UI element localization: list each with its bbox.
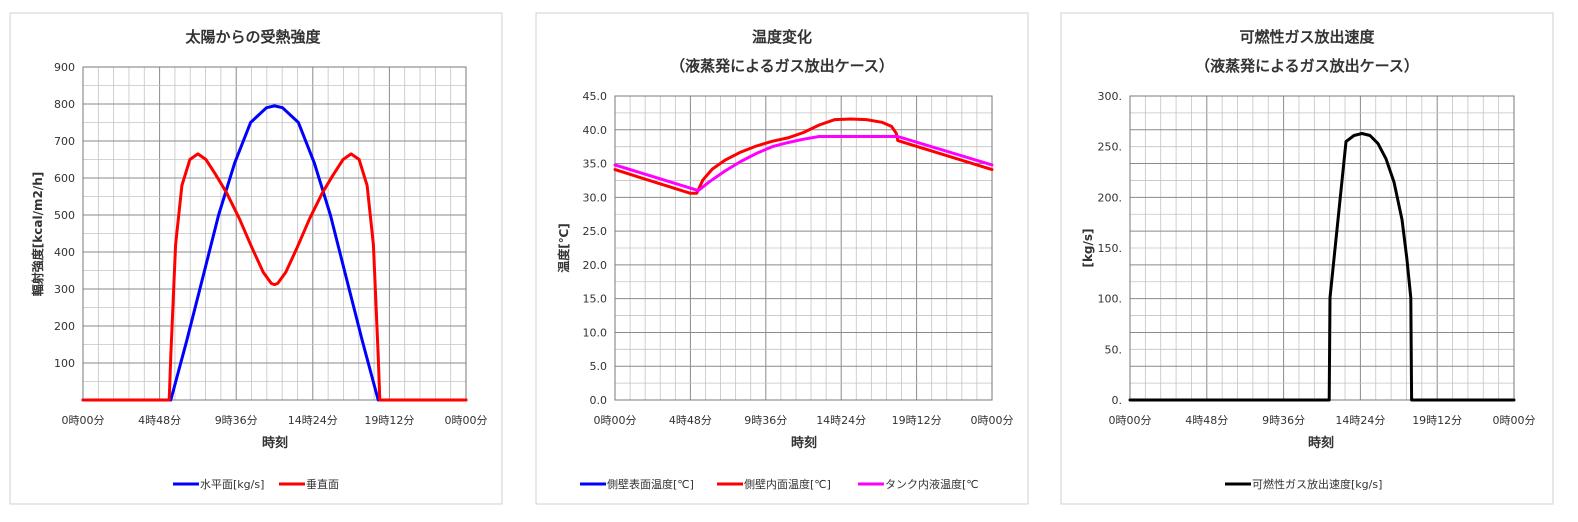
x-tick-label: 9時36分 [1262, 414, 1305, 427]
y-tick-label: 30.0 [583, 191, 608, 204]
chart-legend: 側壁表面温度[℃] 側壁内面温度[℃] タンク内液温度[℃ [580, 477, 979, 491]
chart-grid [614, 95, 993, 401]
y-tick-label: 200. [1098, 191, 1123, 204]
x-axis-label: 時刻 [262, 435, 288, 451]
x-tick-label: 19時12分 [364, 414, 414, 427]
chart-series-group [613, 117, 994, 195]
chart-title: 可燃性ガス放出速度 [1239, 28, 1375, 46]
chart-grid [82, 66, 467, 401]
y-tick-label: 10.0 [583, 326, 608, 339]
chart-legend: 水平面[kg/s] 垂直面 [173, 477, 339, 491]
series-line [1128, 132, 1516, 402]
y-tick-label: 45.0 [583, 90, 608, 103]
y-tick-label: 40.0 [583, 124, 608, 137]
x-tick-label: 0時00分 [445, 414, 488, 427]
x-tick-label: 19時12分 [1412, 414, 1462, 427]
y-tick-label: 50. [1105, 343, 1123, 356]
legend-label: 垂直面 [306, 477, 339, 491]
y-tick-label: 300. [1098, 90, 1123, 103]
x-tick-label: 19時12分 [892, 414, 942, 427]
chart-subtitle: （液蒸発によるガス放出ケース） [670, 57, 894, 75]
y-axis-label: 温度[℃] [556, 223, 571, 273]
y-tick-label: 5.0 [590, 360, 608, 373]
x-axis-label: 時刻 [791, 435, 817, 451]
legend-label: 可燃性ガス放出速度[kg/s] [1252, 477, 1382, 491]
x-axis-label: 時刻 [1308, 435, 1334, 451]
chart-subtitle: （液蒸発によるガス放出ケース） [1195, 57, 1419, 75]
y-tick-label: 700 [54, 135, 75, 148]
y-tick-label: 200 [54, 320, 75, 333]
chart-legend: 可燃性ガス放出速度[kg/s] [1225, 477, 1382, 491]
x-tick-label: 14時24分 [288, 414, 338, 427]
x-tick-label: 14時24分 [816, 414, 866, 427]
x-tick-label: 0時00分 [1493, 414, 1536, 427]
chart-title: 太陽からの受熱強度 [185, 28, 321, 46]
legend-label: 側壁内面温度[℃] [744, 477, 831, 491]
y-tick-label: 15.0 [583, 293, 608, 306]
chart-gas-release: 可燃性ガス放出速度 （液蒸発によるガス放出ケース） 0. 50. 100. 150. 2… [1060, 12, 1554, 505]
series-line [81, 152, 468, 402]
x-tick-label: 4時48分 [1185, 414, 1228, 427]
series-line [613, 117, 994, 195]
series-line [81, 104, 468, 402]
x-tick-label: 0時00分 [594, 414, 637, 427]
x-tick-label: 0時00分 [971, 414, 1014, 427]
chart-frame [1060, 12, 1554, 505]
series-line [613, 135, 994, 193]
plot-border [82, 66, 467, 401]
x-tick-labels: 0時00分 4時48分 9時36分 14時24分 19時12分 0時00分 [1109, 414, 1536, 427]
y-tick-label: 150. [1098, 242, 1123, 255]
y-tick-labels: 0.0 5.0 10.0 15.0 20.0 25.0 30.0 35.0 40.0 45.0 [583, 90, 608, 407]
plot-border [614, 95, 993, 401]
x-tick-label: 0時00分 [62, 414, 105, 427]
legend-label: 側壁表面温度[℃] [607, 477, 694, 491]
chart-temperature: 温度変化 （液蒸発によるガス放出ケース） 0.0 5.0 10.0 15.0 20.0 2… [535, 12, 1029, 505]
y-tick-label: 600 [54, 172, 75, 185]
y-tick-labels: 100 200 300 400 500 600 700 800 900 [54, 61, 75, 370]
x-tick-label: 0時00分 [1109, 414, 1152, 427]
y-tick-label: 900 [54, 61, 75, 74]
y-tick-label: 100. [1098, 293, 1123, 306]
y-tick-label: 400 [54, 246, 75, 259]
chart-frame [535, 12, 1029, 505]
x-tick-label: 4時48分 [669, 414, 712, 427]
y-axis-label: 輻射強度[kcal/m2/h] [30, 172, 45, 296]
x-tick-labels: 0時00分 4時48分 9時36分 14時24分 19時12分 0時00分 [594, 414, 1014, 427]
chart-radiation: 太陽からの受熱強度 100 200 300 400 500 600 700 800 900 0時… [9, 12, 503, 505]
chart-series-group [81, 104, 468, 402]
chart-title: 温度変化 [752, 28, 812, 46]
chart-series-group [1128, 132, 1516, 402]
x-tick-label: 14時24分 [1335, 414, 1385, 427]
y-tick-label: 300 [54, 283, 75, 296]
x-tick-labels: 0時00分 4時48分 9時36分 14時24分 19時12分 0時00分 [62, 414, 488, 427]
legend-label: タンク内液温度[℃ [885, 477, 979, 491]
y-tick-labels: 0. 50. 100. 150. 200. 250. 300. [1098, 90, 1123, 407]
x-tick-label: 9時36分 [744, 414, 787, 427]
y-tick-label: 0.0 [590, 394, 608, 407]
y-tick-label: 25.0 [583, 225, 608, 238]
y-tick-label: 500 [54, 209, 75, 222]
x-tick-label: 9時36分 [215, 414, 258, 427]
y-tick-label: 35.0 [583, 158, 608, 171]
y-tick-label: 100 [54, 357, 75, 370]
y-tick-label: 20.0 [583, 259, 608, 272]
y-tick-label: 800 [54, 98, 75, 111]
legend-label: 水平面[kg/s] [200, 478, 264, 491]
y-tick-label: 250. [1098, 141, 1123, 154]
x-tick-label: 4時48分 [138, 414, 181, 427]
y-tick-label: 0. [1112, 394, 1123, 407]
y-axis-label: [kg/s] [1081, 228, 1095, 267]
chart-grid [1129, 95, 1515, 401]
